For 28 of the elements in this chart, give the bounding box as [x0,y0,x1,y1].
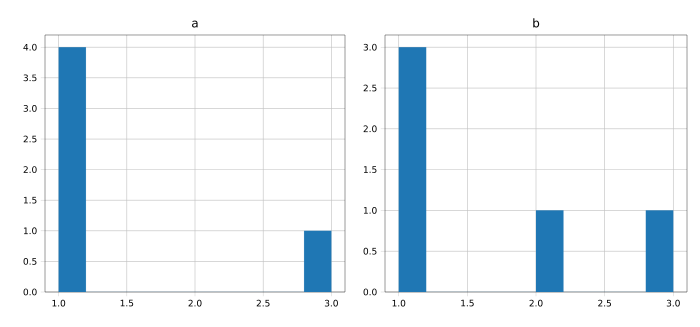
chart-title: a [192,20,198,28]
y-tick-label: 0.5 [24,258,36,265]
y-tick-label: 2.0 [24,166,37,174]
chart-title: b [533,18,540,28]
x-tick-label: 2.0 [188,300,202,307]
y-tick-label: 1.0 [364,207,377,214]
y-tick-label: 1.5 [364,166,376,173]
x-tick-label: 1.5 [120,300,134,306]
y-tick-label: 0.0 [24,288,37,296]
x-tick-label: 2.0 [530,300,543,307]
y-tick-label: 3.0 [364,44,377,51]
y-tick-label: 2.0 [364,125,377,132]
y-tick-label: 1.5 [24,196,36,204]
y-tick-label: 3.0 [24,105,37,112]
x-tick-label: 1.0 [52,300,66,307]
x-tick-label: 1.5 [461,300,474,306]
x-tick-label: 1.0 [392,300,406,307]
x-tick-label: 3.0 [666,300,680,307]
x-tick-label: 2.5 [598,300,611,307]
x-tick-label: 3.0 [324,300,338,307]
y-tick-label: 0.0 [364,288,377,296]
y-tick-label: 2.5 [364,84,376,92]
y-tick-label: 1.0 [24,227,37,234]
y-tick-label: 4.0 [23,44,37,51]
y-tick-label: 0.5 [364,248,376,255]
y-tick-label: 3.5 [24,74,36,82]
y-tick-label: 2.5 [24,136,36,142]
x-tick-label: 2.5 [256,300,270,307]
